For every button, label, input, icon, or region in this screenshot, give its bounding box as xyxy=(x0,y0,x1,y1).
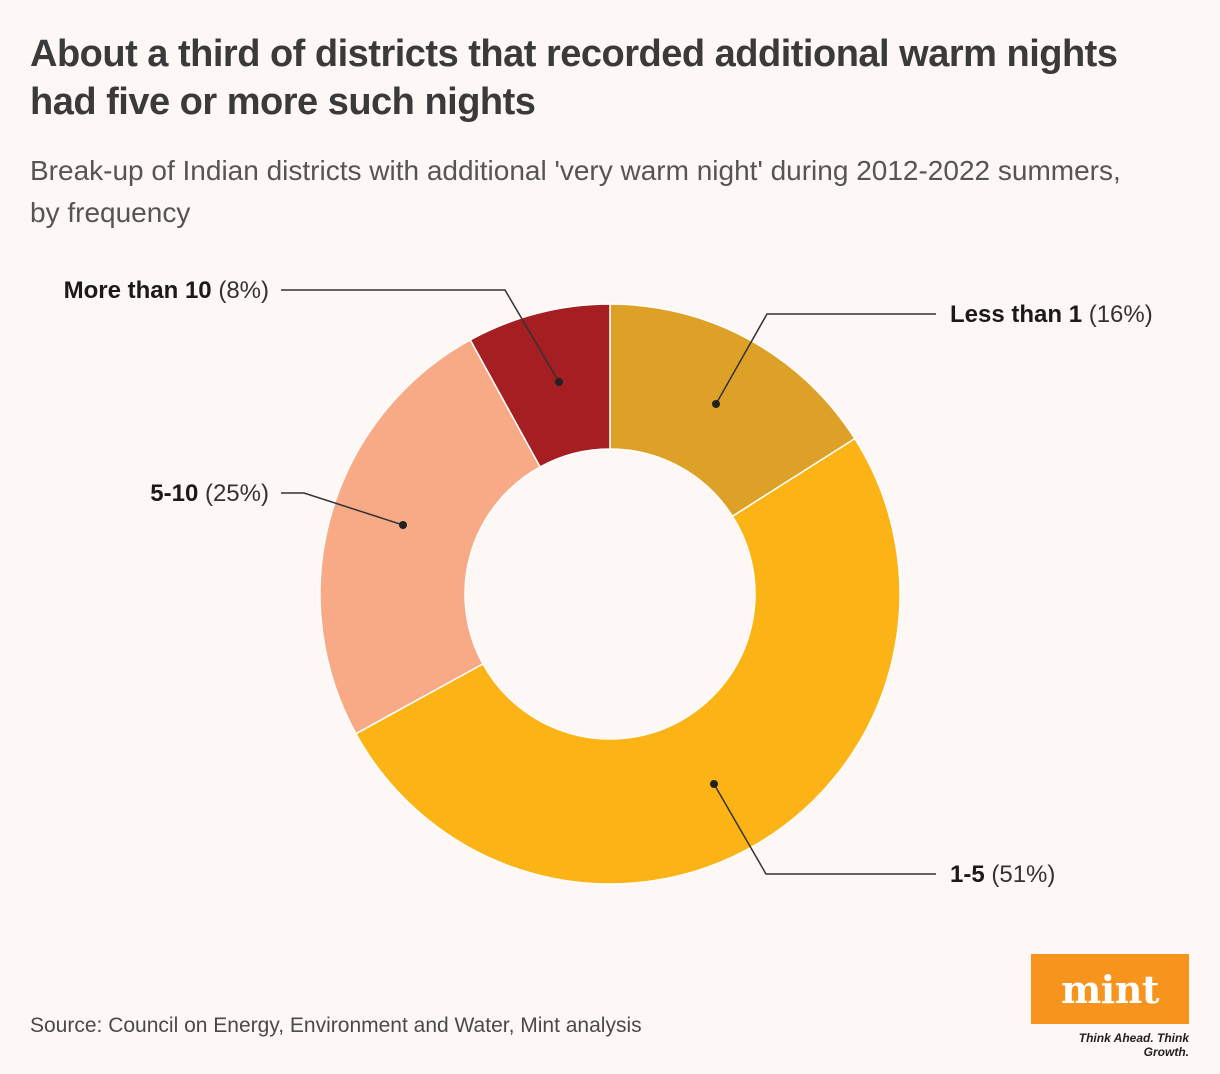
mint-logo-text: mint xyxy=(1061,966,1159,1012)
leader-dot-less-than-1 xyxy=(712,400,720,408)
chart-subtitle: Break-up of Indian districts with additi… xyxy=(30,155,1121,228)
slice-less-than-1 xyxy=(609,303,856,518)
chart-title: About a third of districts that recorded… xyxy=(30,33,1118,123)
source-note: Source: Council on Energy, Environment a… xyxy=(30,1014,642,1037)
leader-line-5-10 xyxy=(281,492,404,526)
label-percent-5-10: (25%) xyxy=(205,480,269,507)
slice-more-than-10 xyxy=(469,303,611,468)
leader-line-more-than-10 xyxy=(281,289,560,383)
label-percent-1-5: (51%) xyxy=(991,861,1055,888)
mint-tagline: Think Ahead. Think Growth. xyxy=(1078,1031,1189,1059)
leader-lines xyxy=(281,289,936,875)
donut-slices xyxy=(319,303,901,885)
label-category-more-than-10: More than 10 xyxy=(64,277,212,304)
slice-label-5-10: 5-10 (25%) xyxy=(150,480,269,507)
label-category-less-than-1: Less than 1 xyxy=(950,301,1082,328)
leader-dot-more-than-10 xyxy=(555,378,563,386)
leader-line-1-5 xyxy=(713,783,936,875)
slice-1-5 xyxy=(354,437,901,885)
leader-dot-1-5 xyxy=(710,780,718,788)
slice-label-more-than-10: More than 10 (8%) xyxy=(64,277,269,304)
leader-dot-5-10 xyxy=(399,521,407,529)
label-percent-more-than-10: (8%) xyxy=(218,277,269,304)
slice-label-less-than-1: Less than 1 (16%) xyxy=(950,301,1153,328)
label-category-1-5: 1-5 xyxy=(950,861,985,888)
slice-label-1-5: 1-5 (51%) xyxy=(950,861,1055,888)
leader-line-less-than-1 xyxy=(715,313,936,405)
slice-5-10 xyxy=(319,338,542,735)
label-category-5-10: 5-10 xyxy=(150,480,198,507)
label-percent-less-than-1: (16%) xyxy=(1089,301,1153,328)
mint-logo: mint xyxy=(1031,954,1189,1024)
